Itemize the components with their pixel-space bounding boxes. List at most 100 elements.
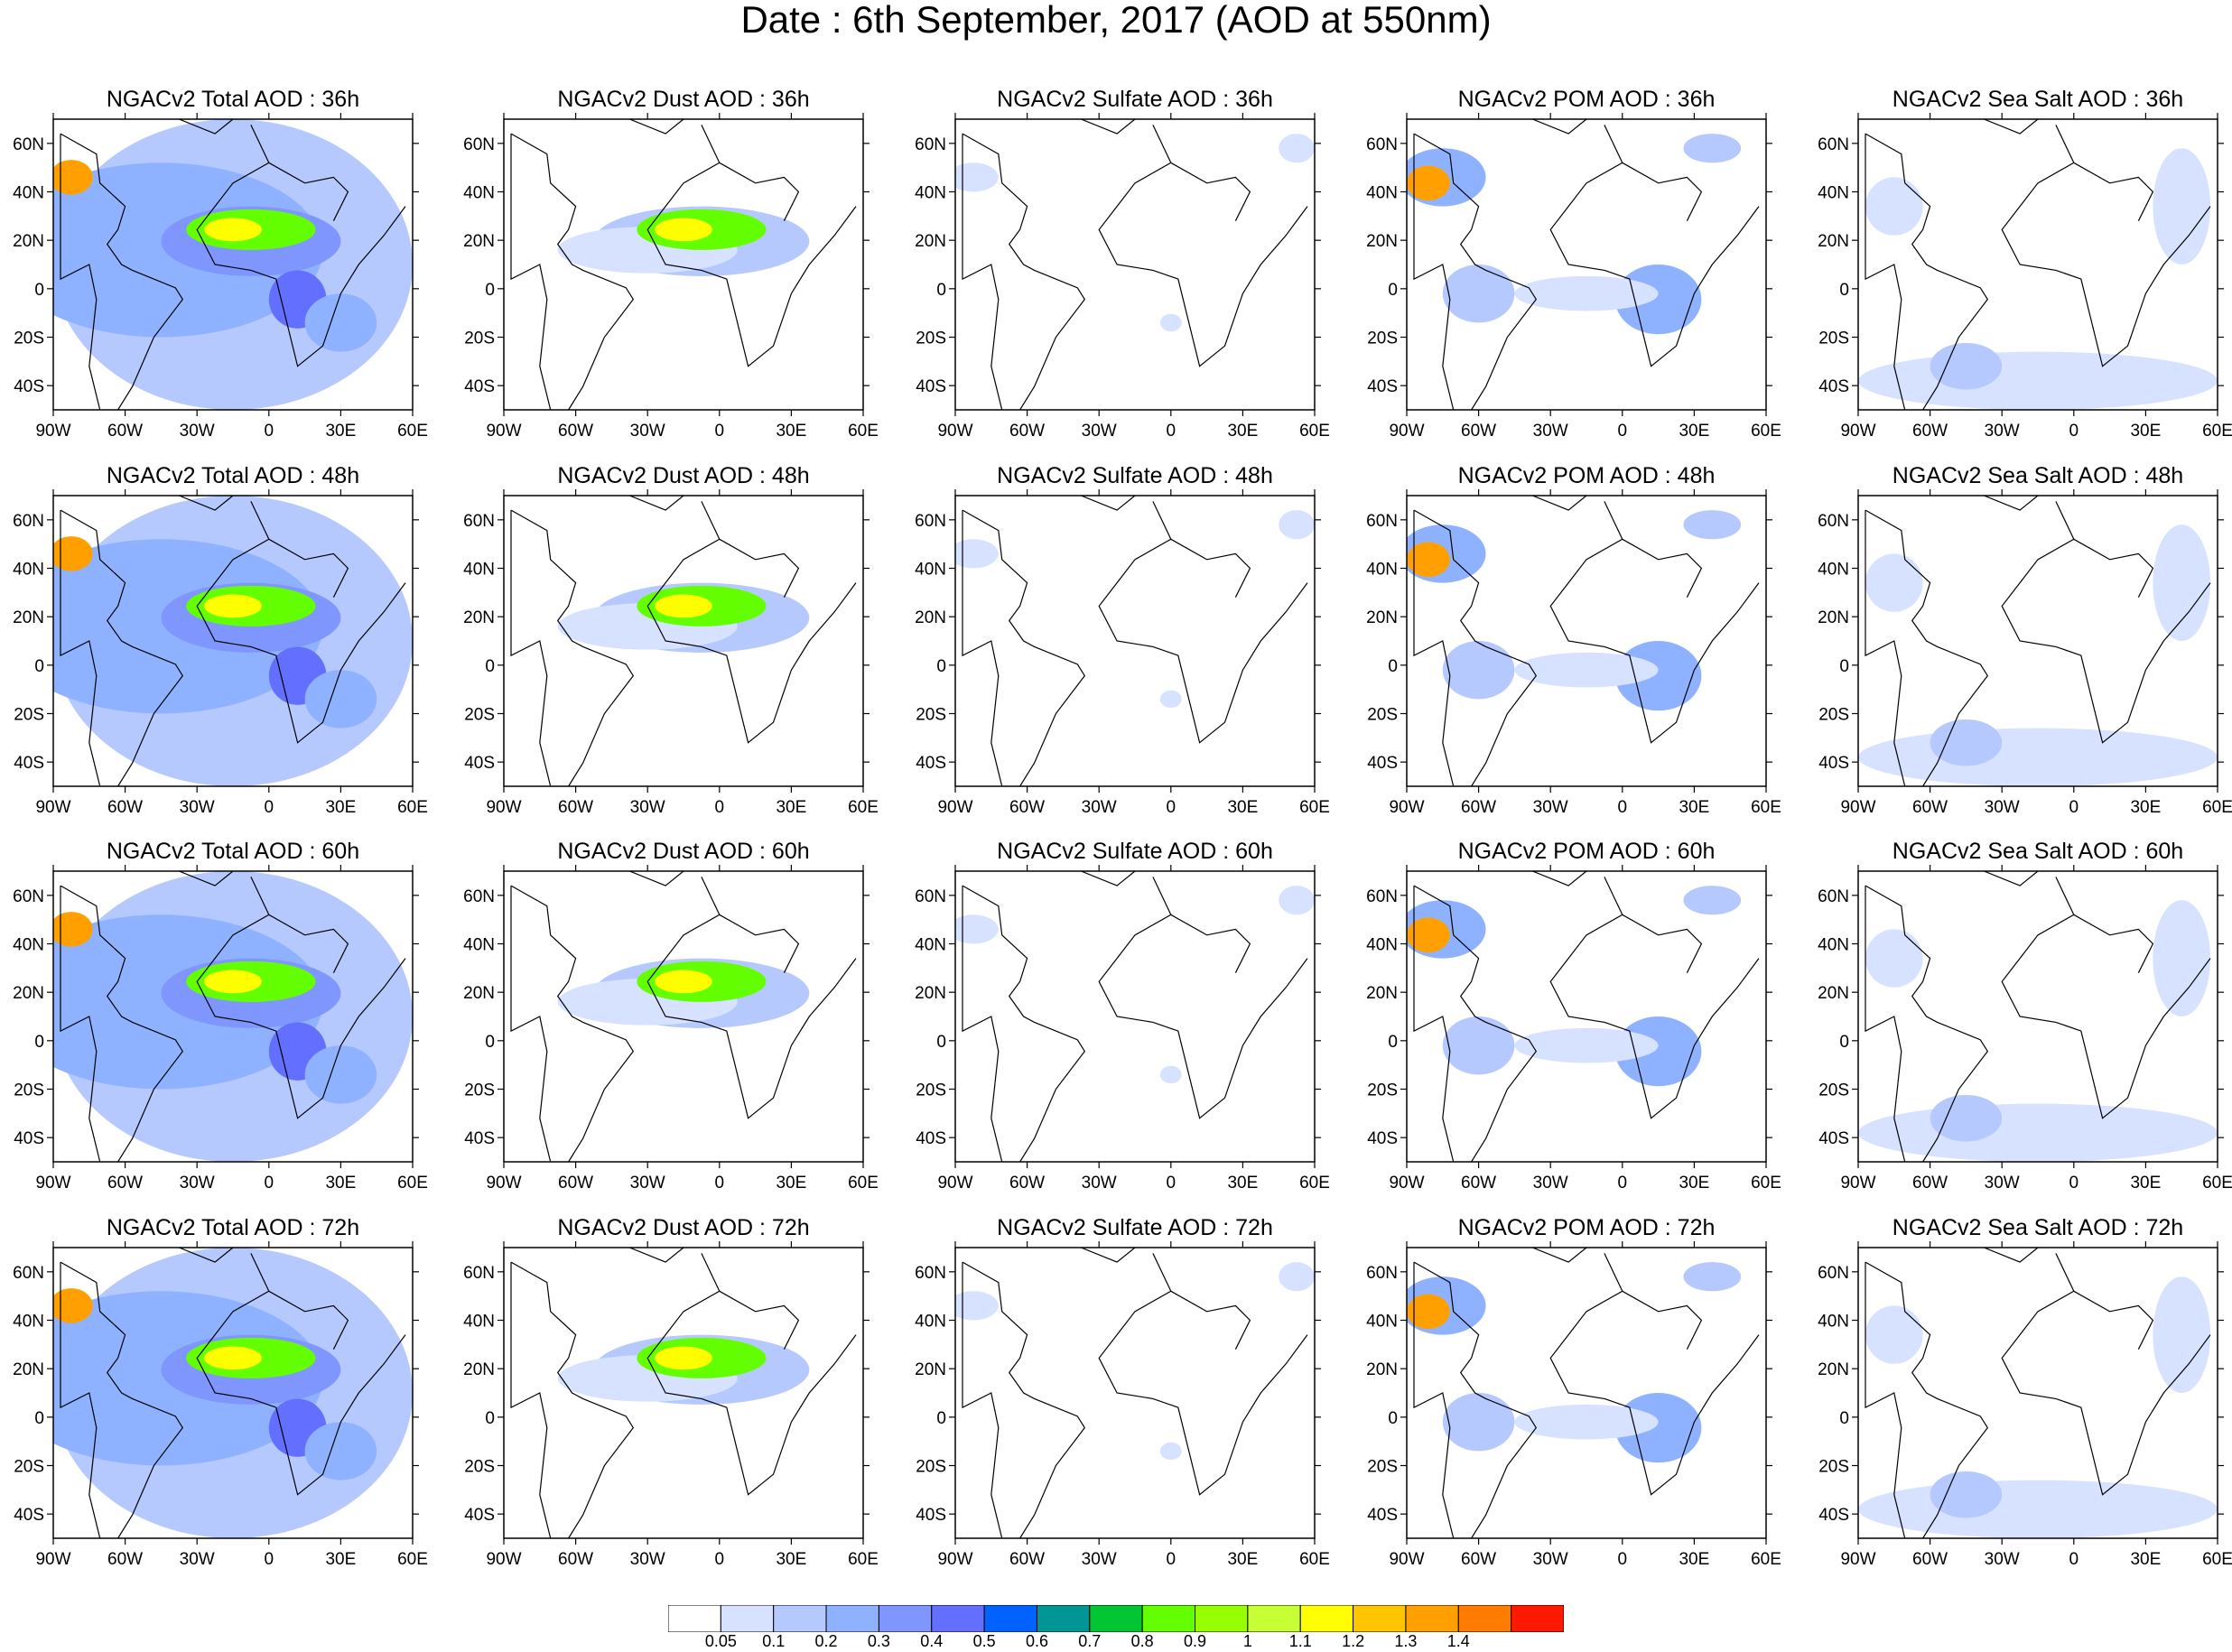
lat-label: 20N xyxy=(915,984,946,1003)
coastline xyxy=(646,125,857,367)
map-frame xyxy=(52,495,414,787)
lat-label: 20N xyxy=(1818,608,1849,627)
lat-label: 20S xyxy=(1367,1081,1398,1100)
lat-label: 60N xyxy=(1366,512,1398,531)
lat-label: 40S xyxy=(14,1129,44,1148)
lon-label: 30W xyxy=(180,422,215,441)
panel-title: NGACv2 Dust AOD : 36h xyxy=(557,87,810,112)
map-panel: NGACv2 POM AOD : 36h 60N 40N 20N 0 20S 40S 90W 6… xyxy=(1366,87,1781,446)
lon-label: 60W xyxy=(1912,1550,1948,1569)
lat-label: 20N xyxy=(915,232,946,251)
colorbar-swatch xyxy=(668,1605,721,1632)
lon-label: 30E xyxy=(325,798,356,817)
aod-region xyxy=(1407,1294,1450,1330)
coastline xyxy=(1098,1253,1308,1496)
panel-title: NGACv2 Total AOD : 72h xyxy=(106,1215,360,1240)
coastline xyxy=(962,510,1003,786)
coastline xyxy=(1984,119,2039,135)
aod-field xyxy=(1407,1248,1766,1538)
map-plot: 60N 40N 20N 0 20S 40S 90W 60W 30W 0 30E 60E xyxy=(915,1241,1330,1569)
aod-region xyxy=(1442,1393,1515,1452)
lon-label: 90W xyxy=(937,1174,972,1193)
coastline xyxy=(2001,877,2211,1119)
lon-label: 30W xyxy=(630,1550,665,1569)
aod-region xyxy=(304,670,377,729)
lat-label: 0 xyxy=(1839,657,1849,676)
lat-label: 40N xyxy=(13,561,44,580)
lat-label: 20S xyxy=(1367,329,1398,348)
aod-field xyxy=(1858,496,2218,786)
map-plot: 60N 40N 20N 0 20S 40S 90W 60W 30W 0 30E 60E xyxy=(915,113,1330,441)
lon-label: 30W xyxy=(180,798,215,817)
lon-label: 90W xyxy=(1389,1550,1424,1569)
aod-region xyxy=(53,1288,93,1323)
coastline xyxy=(646,501,857,744)
colorbar-swatch xyxy=(1511,1605,1564,1632)
lon-label: 90W xyxy=(1389,1174,1424,1193)
lon-label: 0 xyxy=(1167,1550,1176,1569)
coastline xyxy=(510,509,635,786)
colorbar-label: 0.05 xyxy=(704,1632,737,1650)
colorbar-swatch xyxy=(773,1605,827,1632)
coastline xyxy=(1865,1262,1906,1538)
coastline xyxy=(1622,1290,1703,1350)
aod-field xyxy=(955,1248,1315,1538)
aod-region xyxy=(1930,342,2003,390)
lat-label: 40N xyxy=(1818,1313,1849,1332)
coastline xyxy=(1549,501,1760,744)
colorbar-swatch xyxy=(931,1605,985,1632)
lat-label: 20S xyxy=(916,329,946,348)
coastline xyxy=(196,877,406,1119)
lon-label: 30E xyxy=(1679,798,1709,817)
coastline xyxy=(1170,914,1251,973)
map-plot: 60N 40N 20N 0 20S 40S 90W 60W 30W 0 30E 60E xyxy=(13,1241,428,1569)
aod-field xyxy=(504,1248,863,1538)
lat-label: 0 xyxy=(1388,1409,1398,1428)
lon-label: 0 xyxy=(2069,798,2079,817)
lat-label: 40N xyxy=(915,1313,946,1332)
map-plot: 60N 40N 20N 0 20S 40S 90W 60W 30W 0 30E 60E xyxy=(1366,489,1781,817)
lat-label: 0 xyxy=(34,1409,44,1428)
lon-label: 30W xyxy=(1082,798,1117,817)
map-frame xyxy=(503,118,864,411)
coastline xyxy=(962,509,1086,786)
map-panel: NGACv2 Sea Salt AOD : 36h 60N 40N 20N 0 20S 40… xyxy=(1818,87,2232,446)
map-frame xyxy=(52,118,414,411)
coastline xyxy=(1865,134,1906,410)
lon-label: 0 xyxy=(1167,1174,1176,1193)
aod-region xyxy=(1279,510,1315,540)
coastline xyxy=(60,1261,184,1538)
map-panel: NGACv2 Sulfate AOD : 72h 60N 40N 20N 0 20S 40S… xyxy=(915,1215,1330,1574)
colorbar xyxy=(668,1605,1564,1632)
map-panel: NGACv2 Sea Salt AOD : 60h 60N 40N 20N 0 20S 40… xyxy=(1818,839,2232,1198)
coastline xyxy=(1081,496,1136,511)
coastline xyxy=(179,119,234,135)
coastline xyxy=(60,886,101,1162)
panel-title: NGACv2 Sea Salt AOD : 48h xyxy=(1892,463,2184,488)
lon-label: 30E xyxy=(2130,798,2161,817)
lon-label: 90W xyxy=(1840,422,1875,441)
lat-label: 40S xyxy=(1367,1506,1398,1525)
aod-region xyxy=(53,912,93,947)
aod-region xyxy=(655,1346,712,1370)
coastline xyxy=(1413,885,1538,1162)
lon-label: 30E xyxy=(325,1174,356,1193)
lat-label: 20S xyxy=(464,329,495,348)
lon-label: 90W xyxy=(1840,1550,1875,1569)
lat-label: 20N xyxy=(13,1360,44,1379)
aod-region xyxy=(2153,1276,2211,1393)
map-frame xyxy=(954,495,1316,787)
coastline xyxy=(962,134,1003,410)
lon-label: 90W xyxy=(486,798,521,817)
lat-label: 40S xyxy=(1818,377,1849,396)
aod-field xyxy=(53,1248,413,1538)
colorbar-label: 0.5 xyxy=(972,1632,996,1650)
map-frame xyxy=(503,1247,864,1539)
coastline xyxy=(719,1290,800,1350)
colorbar-label: 1.1 xyxy=(1288,1632,1312,1650)
coastline xyxy=(2001,125,2211,367)
lat-label: 20N xyxy=(463,984,495,1003)
aod-region xyxy=(204,970,262,994)
lon-label: 60E xyxy=(397,422,428,441)
coastline xyxy=(1081,119,1136,135)
